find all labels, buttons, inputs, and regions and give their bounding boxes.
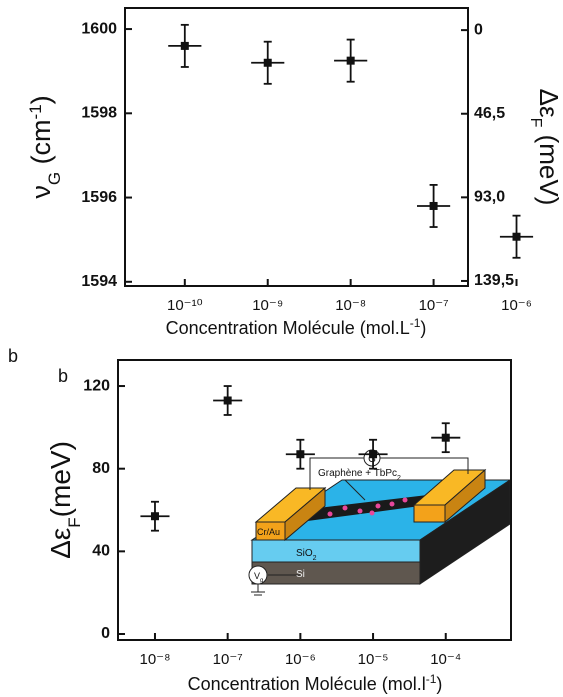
x-label-part: -1 <box>410 316 421 330</box>
x-tick-label: 10⁻⁶ <box>285 651 316 668</box>
gate-wire <box>309 457 364 490</box>
y2-tick-label: 46,5 <box>474 105 505 122</box>
y2-axis-label: ΔεF (meV) <box>528 89 563 206</box>
sio2-front <box>251 539 421 563</box>
y2-tick-label: 0 <box>474 21 483 38</box>
plot-frame <box>124 7 469 287</box>
point <box>296 450 305 459</box>
panel-label: b <box>8 346 18 366</box>
y-label-part: ν <box>26 185 56 199</box>
molecules <box>327 497 408 517</box>
x-label-part: Concentration Molécule (mol.l <box>188 674 426 694</box>
y-label-part: G <box>45 172 64 185</box>
x-tick-label: 10⁻⁴ <box>430 651 461 668</box>
x-tick-label: 10⁻¹⁰ <box>167 297 203 314</box>
inset-label-part: SiO <box>296 548 313 559</box>
inset-label-part: 2 <box>397 475 401 482</box>
pad-side-right <box>444 468 486 524</box>
inset-label-part: Graphène + TbPc <box>318 468 397 479</box>
inset-diagram: G Graphène + TbPc2 Cr/Au SiO2 Si Vg <box>232 448 512 596</box>
x-tick-label: 10⁻⁶ <box>501 297 532 314</box>
x-label-part: ) <box>436 674 442 694</box>
x-label-part: Concentration Molécule (mol.L <box>166 318 410 338</box>
inset-label-part: g <box>260 578 263 584</box>
inset-label: G <box>368 454 376 465</box>
x-tick-label: 10⁻⁵ <box>358 651 389 668</box>
y-tick-label: 1600 <box>81 20 117 37</box>
pad-side-left <box>284 486 326 542</box>
point <box>346 56 355 65</box>
y2-label-part: (meV) <box>534 127 563 205</box>
x-tick-label: 10⁻⁸ <box>335 297 366 314</box>
point <box>429 201 438 210</box>
plot-frame <box>117 359 512 641</box>
y-tick-label: 0 <box>101 625 110 642</box>
graphene <box>300 494 436 522</box>
y-tick-label: 1594 <box>81 273 117 290</box>
y-tick-label: 1596 <box>81 189 117 206</box>
inset-label: SiO2 <box>296 548 317 562</box>
x-tick-label: 10⁻⁷ <box>419 297 449 314</box>
point <box>180 41 189 50</box>
x-axis-label: Concentration Molécule (mol.l-1) <box>188 672 443 694</box>
point <box>441 433 450 442</box>
point <box>263 58 272 67</box>
y2-label-part: Δε <box>534 89 563 118</box>
x-tick-label: 10⁻⁸ <box>140 651 171 668</box>
x-tick-label: 10⁻⁷ <box>213 651 243 668</box>
y-tick-label: 1598 <box>81 105 117 122</box>
y-label-part: ) <box>26 95 56 104</box>
pad-front-right <box>413 504 446 523</box>
inset-label: Vg <box>254 571 263 584</box>
x-tick-label: 10⁻⁹ <box>252 297 283 314</box>
si-front <box>251 561 421 585</box>
panel-label: b <box>58 366 68 386</box>
y-axis-label: νG (cm-1) <box>26 95 64 198</box>
inset-label-part: V <box>254 571 260 581</box>
x-label-part: ) <box>420 318 426 338</box>
y-axis-label: ΔεF(meV) <box>45 441 84 559</box>
point <box>223 396 232 405</box>
y-tick-label: 80 <box>92 460 110 477</box>
inset-label: Cr/Au <box>257 527 280 537</box>
x-label-part: -1 <box>426 672 437 686</box>
y-label-part: Δε <box>45 528 76 559</box>
x-axis-label: Concentration Molécule (mol.L-1) <box>166 316 427 338</box>
inset-label: Graphène + TbPc2 <box>318 468 401 482</box>
gate-wire <box>380 457 469 474</box>
y-label-part: F <box>65 517 84 527</box>
y2-label-part: F <box>528 118 545 128</box>
y2-tick-label: 139,5 <box>474 272 514 289</box>
point <box>512 232 521 241</box>
y-label-part: -1 <box>26 104 45 119</box>
y-tick-label: 40 <box>92 543 110 560</box>
y-label-part: (cm <box>26 119 56 171</box>
inset-label: Si <box>296 569 305 580</box>
y2-tick-label: 93,0 <box>474 189 505 206</box>
inset-label-part: 2 <box>313 555 317 562</box>
point <box>150 512 159 521</box>
point <box>369 450 378 459</box>
y-tick-label: 120 <box>83 377 110 394</box>
pointer <box>344 479 366 501</box>
y-label-part: (meV) <box>45 441 76 517</box>
